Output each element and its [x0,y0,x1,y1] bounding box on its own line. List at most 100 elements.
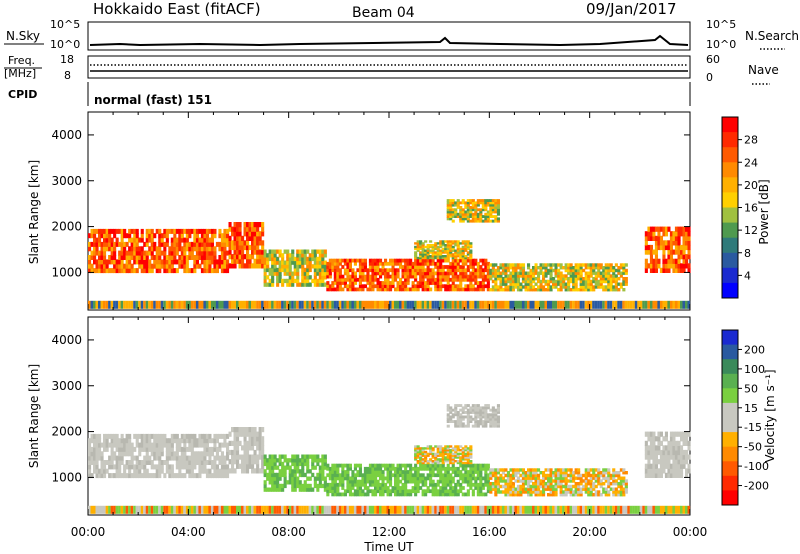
velocity-cell [105,438,109,444]
power-cell [358,268,362,273]
velocity-cell [652,449,656,456]
power-cell [256,249,260,255]
velocity-cell [379,470,383,474]
power-cell [238,249,242,255]
velocity-cell [195,455,199,461]
velocity-cell [368,482,372,487]
power-cell [316,282,320,287]
power-cell [649,244,653,251]
power-cell [446,256,450,260]
power-cell [231,231,235,237]
power-cell [534,300,538,309]
power-cell [434,284,438,289]
velocity-cell [604,468,608,472]
velocity-cell [649,472,653,478]
velocity-cell [654,449,658,456]
power-cell [685,231,689,237]
power-cell [622,300,625,309]
velocity-cell [416,445,420,448]
power-cell [220,300,224,309]
power-cell [98,300,101,309]
power-cell [153,263,157,269]
power-cell [133,246,137,252]
power-cell [286,260,290,265]
power-cell [278,260,282,265]
power-cell [564,285,568,289]
velocity-cell [481,424,485,428]
velocity-cell [637,505,640,514]
power-cell [539,300,543,309]
power-cell [93,246,97,252]
power-cell [394,271,398,276]
velocity-cell [170,464,174,470]
velocity-cell [140,438,144,444]
velocity-cell [213,505,216,514]
velocity-cell [426,489,430,494]
power-cell [401,274,405,279]
power-cell [577,266,581,270]
velocity-cell [128,438,132,444]
power-cell [677,235,681,241]
velocity-cell [446,466,450,471]
velocity-cell [444,450,448,454]
power-cell [496,277,500,281]
power-cell [316,278,320,284]
velocity-cell [426,473,430,478]
power-cell [198,228,202,234]
velocity-cell [516,493,520,497]
velocity-cell [471,482,475,487]
velocity-cell [348,476,352,481]
velocity-cell [148,460,152,465]
power-cell [258,263,262,269]
velocity-cell [589,473,593,478]
power-cell [481,277,485,282]
velocity-cell [243,454,247,460]
power-cell [449,271,453,276]
velocity-cell [128,468,132,474]
power-cell [617,268,621,273]
power-cell [278,271,282,276]
velocity-cell [542,476,546,480]
velocity-cell [486,420,490,423]
power-cell [449,212,453,216]
power-cell [436,274,440,279]
velocity-cell [449,505,452,514]
power-cell [148,259,152,265]
power-cell [258,235,262,241]
velocity-cell [509,468,513,472]
power-cell [539,288,543,292]
power-cell [436,253,440,256]
velocity-cell [88,442,92,448]
velocity-cell [436,449,440,452]
power-cell [431,253,435,256]
power-cell [451,208,455,212]
power-cell [479,208,483,212]
velocity-cell [399,463,403,468]
power-cell [612,268,616,273]
velocity-cell [652,431,656,437]
velocity-cell [479,505,482,514]
velocity-cell [183,446,187,452]
power-cell [130,250,134,256]
power-cell [419,240,423,243]
velocity-cell [564,487,568,491]
velocity-cell [183,505,186,514]
power-cell [368,287,372,292]
power-cell [220,237,224,243]
power-cell [253,240,257,246]
velocity-cell [414,482,418,487]
velocity-cell [233,454,237,460]
power-cell [223,246,227,252]
velocity-cell [283,480,287,485]
velocity-cell [669,440,673,446]
velocity-cell [386,463,390,468]
velocity-cell [286,458,290,463]
power-cell [130,268,134,274]
power-cell [138,300,141,309]
power-cell [589,279,593,284]
power-cell [464,206,468,209]
power-cell [296,278,300,284]
power-cell [607,277,611,281]
velocity-cell [135,433,139,439]
power-cell [180,250,184,256]
